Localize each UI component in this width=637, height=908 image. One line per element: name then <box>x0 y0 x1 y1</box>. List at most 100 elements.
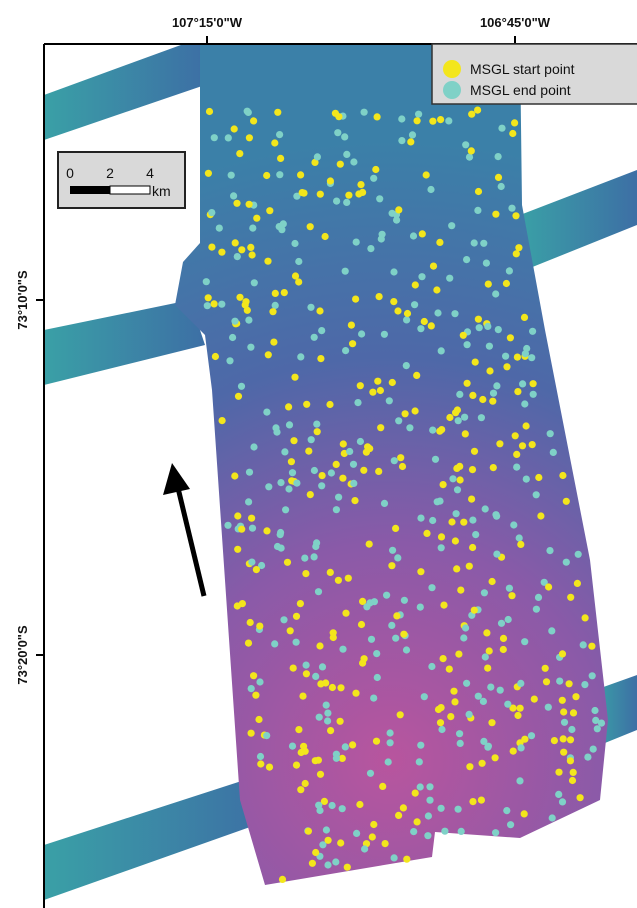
msgl-point <box>239 600 246 607</box>
msgl-point <box>249 525 256 532</box>
msgl-point <box>250 672 257 679</box>
msgl-point <box>312 673 319 680</box>
msgl-point <box>480 698 487 705</box>
msgl-point <box>451 310 458 317</box>
msgl-point <box>542 665 549 672</box>
msgl-point <box>290 437 297 444</box>
msgl-point <box>383 592 390 599</box>
msgl-point <box>388 622 395 629</box>
msgl-point <box>264 258 271 265</box>
msgl-point <box>232 239 239 246</box>
msgl-point <box>462 430 469 437</box>
msgl-point <box>471 239 478 246</box>
msgl-point <box>440 602 447 609</box>
msgl-point <box>482 653 489 660</box>
msgl-point <box>293 639 300 646</box>
msgl-point <box>426 783 433 790</box>
msgl-point <box>337 718 344 725</box>
msgl-point <box>488 719 495 726</box>
msgl-point <box>353 239 360 246</box>
msgl-point <box>498 183 505 190</box>
msgl-point <box>392 635 399 642</box>
msgl-point <box>486 647 493 654</box>
msgl-point <box>255 716 262 723</box>
msgl-point <box>308 436 315 443</box>
flow-arrow <box>163 463 204 596</box>
msgl-point <box>385 758 392 765</box>
msgl-point <box>492 290 499 297</box>
msgl-point <box>489 398 496 405</box>
msgl-point <box>208 209 215 216</box>
msgl-point <box>523 476 530 483</box>
msgl-point <box>319 472 326 479</box>
msgl-point <box>352 296 359 303</box>
msgl-point <box>393 217 400 224</box>
msgl-point <box>503 363 510 370</box>
msgl-point <box>316 307 323 314</box>
msgl-point <box>297 171 304 178</box>
msgl-point <box>516 534 523 541</box>
msgl-point <box>329 802 336 809</box>
msgl-point <box>303 662 310 669</box>
msgl-point <box>218 301 225 308</box>
msgl-point <box>378 235 385 242</box>
msgl-point <box>339 475 346 482</box>
msgl-point <box>285 485 292 492</box>
msgl-point <box>319 663 326 670</box>
msgl-point <box>249 225 256 232</box>
msgl-point <box>567 757 574 764</box>
msgl-point <box>529 441 536 448</box>
msgl-point <box>357 181 364 188</box>
msgl-point <box>428 322 435 329</box>
msgl-point <box>313 421 320 428</box>
msgl-point <box>469 466 476 473</box>
x-label: 106°45'0"W <box>480 15 551 30</box>
msgl-point <box>417 515 424 522</box>
msgl-point <box>372 166 379 173</box>
msgl-point <box>403 362 410 369</box>
msgl-point <box>498 125 505 132</box>
msgl-point <box>425 812 432 819</box>
msgl-point <box>511 119 518 126</box>
msgl-point <box>533 606 540 613</box>
msgl-point <box>345 192 352 199</box>
msgl-point <box>312 757 319 764</box>
msgl-point <box>495 174 502 181</box>
msgl-point <box>469 798 476 805</box>
msgl-point <box>441 828 448 835</box>
msgl-point <box>265 351 272 358</box>
msgl-point <box>305 828 312 835</box>
msgl-point <box>492 211 499 218</box>
scale-tick: 4 <box>146 165 154 181</box>
msgl-point <box>337 839 344 846</box>
msgl-point <box>246 134 253 141</box>
msgl-point <box>530 380 537 387</box>
msgl-point <box>453 465 460 472</box>
msgl-point <box>323 826 330 833</box>
msgl-point <box>464 341 471 348</box>
msgl-point <box>297 353 304 360</box>
msgl-point <box>280 616 287 623</box>
msgl-point <box>417 742 424 749</box>
msgl-point <box>247 344 254 351</box>
msgl-point <box>312 849 319 856</box>
msgl-point <box>335 577 342 584</box>
msgl-point <box>293 613 300 620</box>
msgl-point <box>507 821 514 828</box>
msgl-point <box>433 286 440 293</box>
msgl-point <box>412 790 419 797</box>
msgl-point <box>504 701 511 708</box>
msgl-point <box>263 409 270 416</box>
msgl-point <box>559 798 566 805</box>
msgl-point <box>479 760 486 767</box>
msgl-point <box>373 738 380 745</box>
msgl-point <box>517 705 524 712</box>
msgl-point <box>417 783 424 790</box>
msgl-point <box>301 555 308 562</box>
msgl-point <box>530 391 537 398</box>
msgl-point <box>429 118 436 125</box>
msgl-point <box>370 821 377 828</box>
msgl-point <box>333 461 340 468</box>
msgl-point <box>402 410 409 417</box>
msgl-point <box>290 665 297 672</box>
